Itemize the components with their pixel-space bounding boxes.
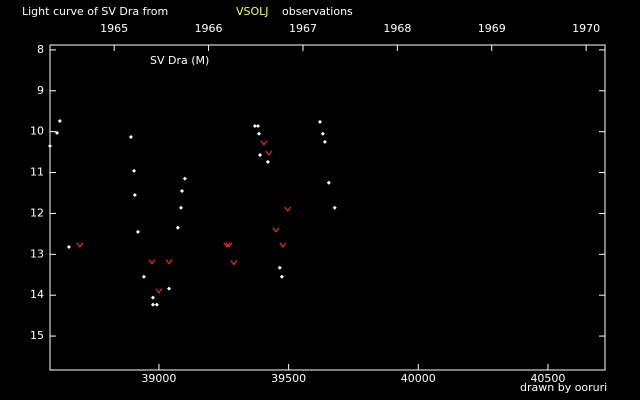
upper-limit	[223, 242, 231, 248]
y-tick-label: 15	[30, 329, 44, 342]
upper-limit	[148, 259, 156, 265]
plot-frame	[49, 44, 606, 371]
point	[255, 123, 260, 128]
x2-tick-label: 1970	[572, 22, 600, 35]
point	[154, 302, 159, 307]
upper-limit	[279, 242, 287, 248]
point	[135, 229, 140, 234]
point	[257, 131, 262, 136]
upper-limit	[225, 242, 233, 248]
point	[322, 139, 327, 144]
point	[48, 143, 52, 148]
chart-title: Light curve of SV Dra from VSOLJ observa…	[22, 5, 353, 18]
point	[320, 131, 325, 136]
point	[132, 193, 137, 198]
point	[132, 168, 137, 173]
point	[279, 274, 284, 279]
point	[180, 188, 185, 193]
series-label: SV Dra (M)	[150, 54, 209, 67]
point	[277, 265, 282, 270]
upper-limit	[265, 150, 273, 156]
x-tick-label: 40500	[530, 372, 565, 385]
y-tick-label: 14	[30, 288, 44, 301]
y-tick-label: 13	[30, 247, 44, 260]
x2-tick-label: 1968	[383, 22, 411, 35]
x-tick-label: 40000	[401, 372, 436, 385]
point	[252, 123, 257, 128]
y-tick-label: 11	[30, 166, 44, 179]
title-part: VSOLJ	[236, 5, 269, 18]
point	[317, 119, 322, 124]
point	[150, 302, 155, 307]
point	[175, 225, 180, 230]
upper-limit	[260, 140, 268, 146]
upper-limit	[284, 206, 292, 212]
x2-tick-label: 1969	[478, 22, 506, 35]
point	[265, 159, 270, 164]
point	[178, 205, 183, 210]
point	[128, 134, 133, 139]
y-tick-label: 9	[37, 84, 44, 97]
point	[258, 152, 263, 157]
point	[66, 244, 71, 249]
y-tick-label: 12	[30, 206, 44, 219]
upper-limit	[165, 259, 173, 265]
y-tick-label: 10	[30, 125, 44, 138]
point	[57, 119, 62, 124]
x2-tick-label: 1967	[289, 22, 317, 35]
y-tick-label: 8	[37, 43, 44, 56]
point	[326, 180, 331, 185]
title-part: Light curve of SV Dra from	[22, 5, 168, 18]
point	[141, 274, 146, 279]
x-tick-label: 39000	[141, 372, 176, 385]
upper-limit	[76, 242, 84, 248]
upper-limit	[230, 260, 238, 266]
point	[55, 130, 60, 135]
upper-limit	[272, 227, 280, 233]
x-tick-label: 39500	[271, 372, 306, 385]
x2-tick-label: 1965	[100, 22, 128, 35]
title-part: observations	[282, 5, 353, 18]
credit: drawn by ooruri	[520, 381, 607, 394]
point	[150, 295, 155, 300]
point	[182, 176, 187, 181]
upper-limit	[155, 288, 163, 294]
point	[332, 205, 337, 210]
x2-tick-label: 1966	[195, 22, 223, 35]
point	[167, 286, 172, 291]
